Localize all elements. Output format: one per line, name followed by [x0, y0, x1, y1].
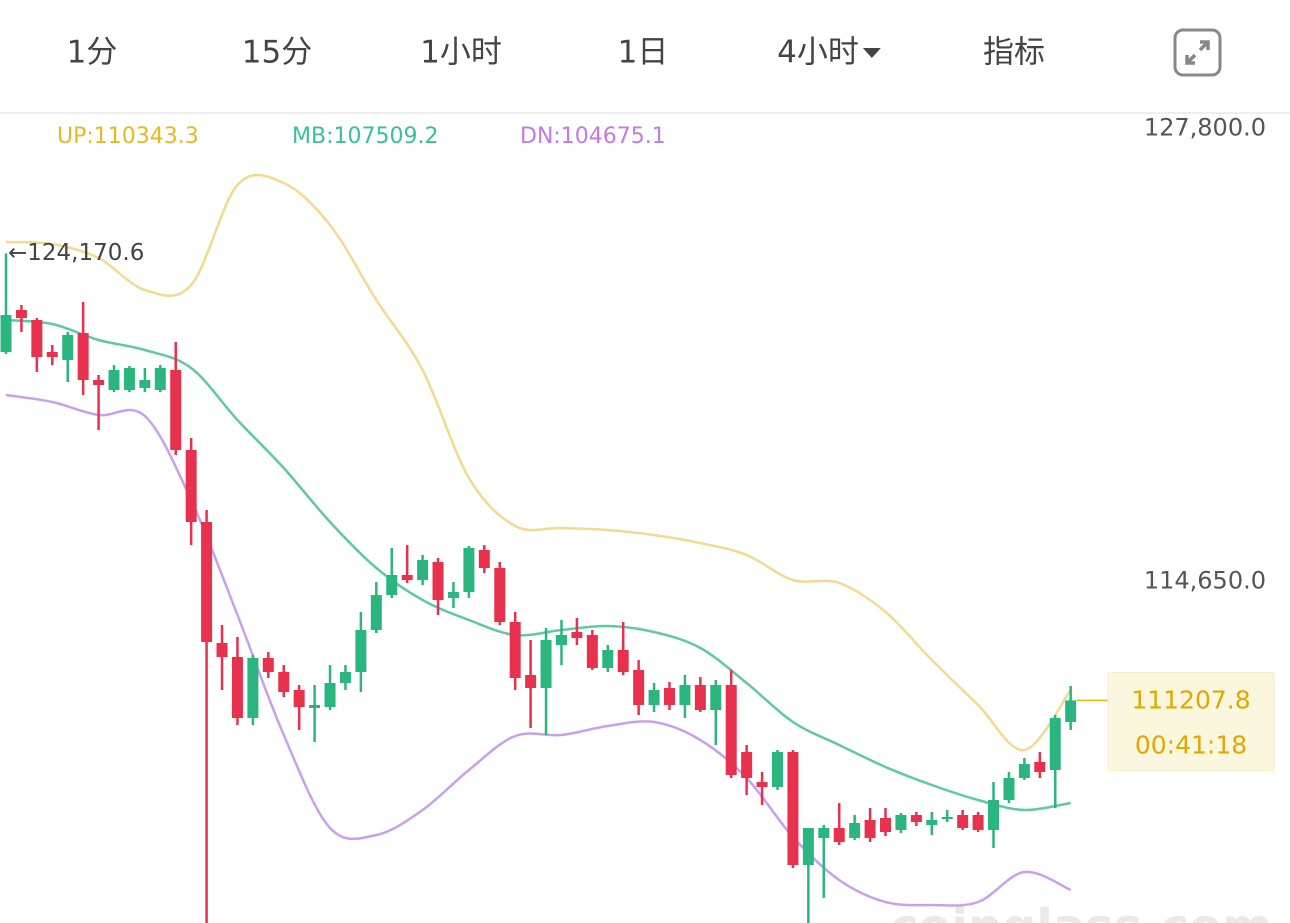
- expand-frame: [1173, 28, 1222, 77]
- candle-body: [417, 560, 429, 580]
- candle-body: [201, 522, 213, 642]
- band-legend: MB:107509.2: [292, 124, 438, 149]
- candle-body: [293, 690, 305, 707]
- candle-body: [31, 320, 43, 357]
- candle-body: [910, 815, 922, 822]
- candle-body: [941, 817, 953, 819]
- candle-body: [46, 352, 58, 357]
- candle-body: [648, 690, 660, 705]
- candle-body: [972, 815, 984, 830]
- candle-body: [1003, 778, 1015, 800]
- timeframe-tab[interactable]: 15分: [242, 35, 312, 71]
- candle-body: [432, 562, 444, 600]
- candle-body: [231, 657, 243, 718]
- candle-body: [957, 815, 969, 828]
- y-tick-label: 127,800.0: [1144, 113, 1266, 141]
- timeframe-tab[interactable]: 1小时: [420, 35, 502, 71]
- candle-body: [525, 675, 537, 688]
- band-legend: DN:104675.1: [520, 124, 666, 149]
- candle-body: [895, 815, 907, 830]
- candle-body: [216, 643, 228, 657]
- candle-body: [988, 800, 1000, 830]
- candle-body: [694, 685, 706, 710]
- candle-body: [386, 575, 398, 595]
- candle-body: [586, 635, 598, 668]
- candle-body: [555, 635, 567, 645]
- timeframe-tab[interactable]: 1分: [67, 35, 118, 71]
- candle-body: [1018, 764, 1030, 778]
- candle-body: [571, 632, 583, 638]
- candle-body: [370, 595, 382, 630]
- candle-body: [494, 568, 506, 622]
- candle-body: [447, 592, 459, 598]
- candle-body: [710, 685, 722, 710]
- candle-body: [324, 683, 336, 707]
- candle-body: [725, 685, 737, 775]
- candle-body: [509, 622, 521, 678]
- candle-body: [1034, 762, 1046, 772]
- candle-body: [139, 380, 151, 388]
- candle-body: [463, 548, 475, 592]
- dropdown-arrow[interactable]: [862, 48, 881, 58]
- candle-body: [15, 310, 27, 318]
- candle-body: [741, 752, 753, 778]
- candle-body: [401, 575, 413, 580]
- timeframe-tab[interactable]: 4小时: [777, 35, 859, 71]
- candle-body: [93, 380, 105, 385]
- candle-body: [108, 370, 120, 390]
- last-price-label: 111207.8: [1131, 685, 1250, 714]
- band-line: [5, 318, 1071, 812]
- candle-body: [478, 550, 490, 568]
- candle-body: [123, 368, 135, 390]
- candle-body: [278, 672, 290, 692]
- candle-body: [617, 650, 629, 672]
- candle-body: [247, 658, 259, 718]
- expand-arrows: [1185, 40, 1210, 65]
- candle-body: [0, 315, 12, 352]
- band-legend: UP:110343.3: [57, 124, 199, 149]
- candle-body: [756, 782, 768, 787]
- candle-body: [355, 630, 367, 672]
- max-price-marker: ←124,170.6: [8, 240, 144, 266]
- candle-body: [818, 828, 830, 838]
- expand-button[interactable]: [1173, 28, 1222, 77]
- candle-body: [1065, 700, 1077, 722]
- band-line: [5, 393, 1072, 907]
- candle-body: [880, 818, 892, 832]
- candle-body: [679, 685, 691, 705]
- candle-body: [602, 650, 614, 668]
- candle-body: [926, 820, 938, 825]
- candle-body: [1049, 718, 1061, 770]
- timeframe-tab[interactable]: 指标: [983, 35, 1045, 71]
- candle-body: [185, 450, 197, 522]
- candle-body: [663, 688, 675, 705]
- candle-body: [633, 670, 645, 705]
- candle-body: [802, 828, 814, 865]
- candle-body: [540, 640, 552, 688]
- countdown-label: 00:41:18: [1135, 730, 1247, 759]
- candle-body: [864, 820, 876, 838]
- candle-body: [772, 752, 783, 787]
- candle-body: [170, 370, 182, 450]
- candle-body: [77, 333, 89, 380]
- timeframe-tab[interactable]: 1日: [618, 35, 669, 71]
- candle-body: [833, 828, 845, 842]
- y-tick-label: 114,650.0: [1144, 567, 1266, 595]
- candle-body: [339, 672, 351, 683]
- candle-body: [309, 705, 321, 708]
- candle-body: [787, 752, 799, 865]
- watermark: coinglass.com: [890, 899, 1272, 923]
- last-price-box: [1107, 671, 1275, 771]
- candle-body: [262, 658, 274, 672]
- candle-body: [849, 823, 861, 838]
- candle-body: [62, 335, 74, 360]
- candle-body: [154, 368, 166, 390]
- band-line: [5, 173, 1072, 752]
